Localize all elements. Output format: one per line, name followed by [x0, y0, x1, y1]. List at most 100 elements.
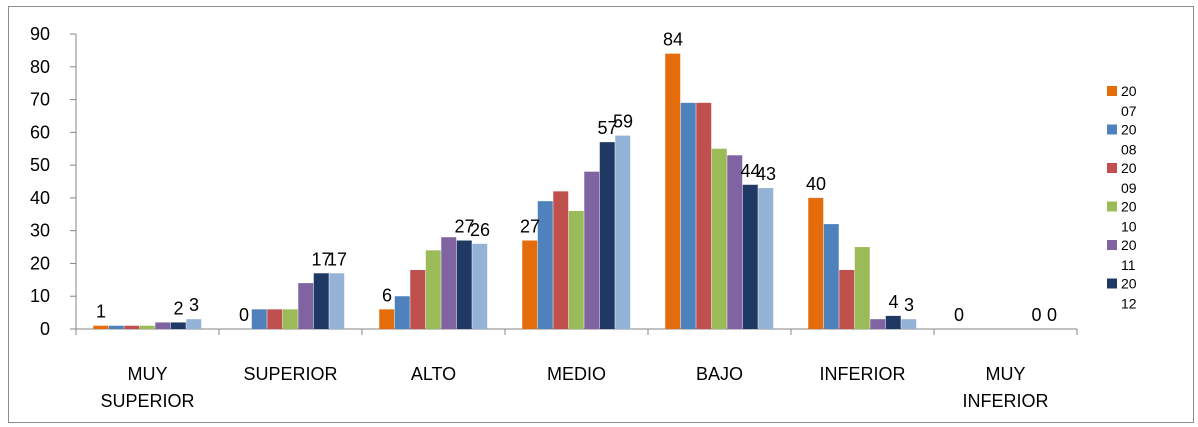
legend-label-2010: 20	[1121, 199, 1137, 215]
legend-swatch-2009	[1107, 163, 1117, 173]
y-tick-label: 0	[40, 319, 50, 339]
legend-label-2008: 20	[1121, 122, 1137, 138]
data-label: 3	[904, 295, 914, 315]
legend: 20 07 20 08 20 09 20 10 20 11 20 12	[1107, 83, 1137, 312]
bar-2011-2	[441, 237, 457, 329]
data-label: 0	[954, 305, 964, 325]
y-tick-label: 60	[30, 122, 50, 142]
bar-2007-2	[379, 309, 395, 329]
data-label: 0	[1047, 305, 1057, 325]
bar-series-7-5	[901, 319, 917, 329]
bar-2009-1	[267, 309, 283, 329]
legend-swatch-2010	[1107, 201, 1117, 212]
bar-2012-1	[313, 273, 329, 329]
bar-2010-0	[139, 325, 155, 329]
bar-2010-2	[425, 250, 441, 329]
legend-swatch-2008	[1107, 124, 1117, 135]
bar-2007-0	[93, 325, 109, 329]
bar-2012-3	[599, 142, 615, 329]
bar-2007-5	[808, 197, 824, 329]
y-tick-label: 10	[30, 286, 50, 306]
bar-2012-2	[456, 240, 472, 329]
data-label: 27	[520, 217, 540, 237]
data-label: 27	[454, 217, 474, 237]
category-label: BAJO	[696, 364, 743, 384]
data-label: 40	[806, 174, 826, 194]
data-label: 57	[597, 118, 617, 138]
bar-series-7-0	[186, 319, 202, 329]
bar-2009-3	[553, 191, 569, 329]
data-label: 43	[756, 164, 776, 184]
bar-2011-5	[870, 319, 886, 329]
data-label: 6	[382, 285, 392, 305]
legend-label-2012: 12	[1121, 296, 1137, 312]
bar-2009-5	[839, 270, 855, 329]
bar-2011-3	[584, 171, 600, 329]
bar-2008-1	[251, 309, 267, 329]
data-label: 0	[239, 305, 249, 325]
bar-2007-3	[522, 240, 538, 329]
data-label: 2	[173, 298, 183, 318]
category-label: INFERIOR	[962, 391, 1048, 411]
bar-2011-1	[298, 283, 314, 329]
bar-2010-3	[568, 211, 584, 329]
data-label: 17	[311, 249, 331, 269]
data-label: 3	[189, 295, 199, 315]
y-tick-label: 30	[30, 221, 50, 241]
category-label: ALTO	[411, 364, 456, 384]
bar-2008-3	[537, 201, 553, 329]
bar-series-7-2	[472, 243, 488, 329]
y-tick-label: 80	[30, 57, 50, 77]
legend-label-2012: 20	[1121, 276, 1137, 292]
data-label: 0	[1031, 305, 1041, 325]
bar-2008-4	[680, 102, 696, 329]
data-label: 26	[470, 220, 490, 240]
bar-series-7-4	[758, 188, 774, 329]
category-label: INFERIOR	[819, 364, 905, 384]
bar-2008-2	[394, 296, 410, 329]
legend-swatch-2012	[1107, 278, 1117, 289]
legend-label-2011: 20	[1121, 237, 1137, 253]
bar-2011-4	[727, 155, 743, 329]
bar-2009-4	[696, 102, 712, 329]
bar-2007-4	[665, 53, 681, 330]
legend-swatch-2011	[1107, 240, 1117, 250]
y-tick-label: 20	[30, 253, 50, 273]
bar-2010-1	[282, 309, 298, 329]
legend-label-2010: 10	[1121, 219, 1137, 235]
data-label: 1	[96, 302, 106, 322]
bar-2011-0	[155, 322, 171, 329]
bar-series-7-1	[329, 273, 345, 329]
bar-2008-5	[823, 224, 839, 329]
data-label: 17	[327, 249, 347, 269]
legend-label-2009: 09	[1121, 180, 1137, 196]
data-label: 44	[740, 161, 760, 181]
category-label: SUPERIOR	[243, 364, 337, 384]
y-tick-label: 70	[30, 90, 50, 110]
bar-2012-0	[170, 322, 186, 329]
data-label: 4	[888, 292, 898, 312]
legend-label-2008: 08	[1121, 142, 1137, 158]
category-label: MUY	[986, 364, 1026, 384]
data-label: 59	[613, 112, 633, 132]
bar-2010-4	[711, 148, 727, 329]
category-label: MUY	[128, 364, 168, 384]
category-label: SUPERIOR	[100, 391, 194, 411]
bar-2010-5	[854, 247, 870, 329]
bar-2008-0	[108, 325, 124, 329]
legend-swatch-2007	[1107, 86, 1117, 96]
legend-label-2007: 07	[1121, 103, 1137, 119]
legend-label-2011: 11	[1121, 257, 1136, 273]
bar-2009-2	[410, 270, 426, 329]
legend-label-2009: 20	[1121, 160, 1137, 176]
y-tick-label: 40	[30, 188, 50, 208]
bar-2009-0	[124, 325, 140, 329]
y-tick-label: 90	[30, 24, 50, 44]
category-label: MEDIO	[547, 364, 606, 384]
bar-2012-4	[742, 184, 758, 329]
bar-2012-5	[885, 315, 901, 329]
y-tick-label: 50	[30, 155, 50, 175]
legend-label-2007: 20	[1121, 83, 1137, 99]
bar-series-7-3	[615, 135, 631, 329]
